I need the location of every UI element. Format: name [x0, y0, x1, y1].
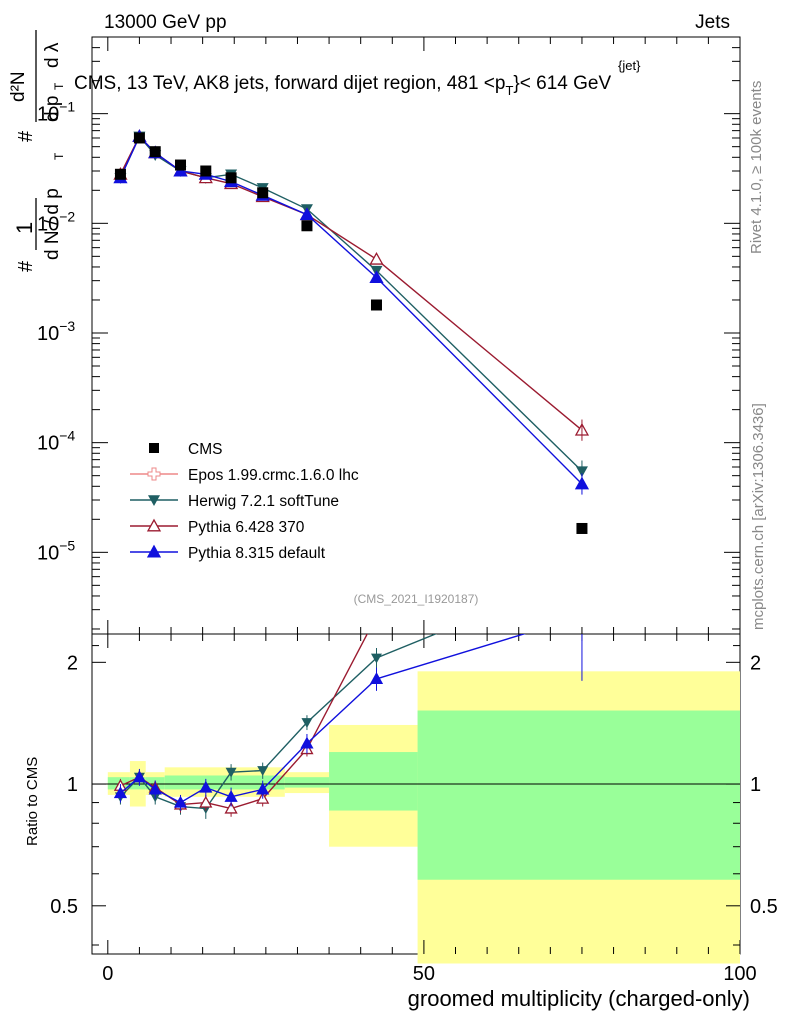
series-line-3	[119, 135, 583, 485]
ratio-band-inner-4	[284, 777, 330, 788]
legend-marker	[146, 518, 162, 532]
plot-title-sub: T	[505, 83, 513, 98]
ratio-y-tick-label-right: 1	[750, 774, 761, 796]
ratio-y-tick-label: 0.5	[50, 896, 78, 918]
y-label-t1: T	[52, 152, 66, 160]
ratio-line-3	[119, 634, 527, 804]
main-y-label: # 1 d N / d p T # d²N d p T d λ	[8, 30, 66, 272]
ratio-point-2	[371, 611, 382, 621]
cms-point	[114, 168, 126, 180]
energy-label: 13000 GeV pp	[104, 12, 227, 33]
ratio-point-3	[199, 780, 213, 793]
legend-label: Pythia 6.428 370	[188, 519, 305, 536]
y-label-dp: d p	[42, 96, 63, 122]
plot-title-sup: {jet}	[618, 58, 641, 73]
ratio-point-3	[369, 672, 384, 684]
legend-marker	[147, 467, 161, 481]
ratio-bands	[107, 671, 740, 964]
series-line-1	[119, 135, 583, 472]
x-axis-label: groomed multiplicity (charged-only)	[408, 986, 750, 1011]
main-series-layer	[113, 129, 590, 534]
y-label-dl: d λ	[42, 42, 63, 68]
ratio-point-1	[225, 767, 237, 778]
cms-point	[133, 132, 145, 144]
series-line-2	[119, 135, 583, 431]
x-axis: 0 50 100	[102, 37, 757, 985]
legend-label: Herwig 7.2.1 softTune	[188, 493, 339, 510]
y-label-one: 1	[12, 222, 37, 234]
series-point-3	[369, 270, 384, 284]
ratio-point-3	[148, 782, 162, 795]
ratio-y-tick-label: 1	[67, 774, 78, 796]
cms-point	[257, 187, 269, 199]
cms-point	[370, 299, 382, 311]
y-label-hash: #	[15, 260, 37, 272]
legend-label: Pythia 8.315 default	[188, 545, 326, 562]
y-label-t2: T	[52, 82, 66, 90]
plot-title-main: CMS, 13 TeV, AK8 jets, forward dijet reg…	[74, 73, 505, 94]
x-tick-label: 50	[413, 963, 435, 985]
category-label: Jets	[695, 12, 730, 33]
ratio-line-2	[120, 634, 368, 810]
analysis-reference: (CMS_2021_I1920187)	[354, 592, 479, 606]
cms-point	[200, 165, 212, 177]
ratio-y-tick-label: 2	[67, 652, 78, 674]
ratio-y-tick-label-right: 2	[750, 652, 761, 674]
ratio-series-layer	[113, 570, 587, 819]
y-label-dn: d N / d p	[42, 188, 63, 260]
ratio-point-3	[224, 789, 238, 802]
y-label-hash2: #	[15, 130, 37, 142]
ratio-band-inner-5	[329, 752, 418, 811]
legend-label: CMS	[188, 441, 222, 458]
legend: CMS Epos 1.99.crmc.1.6.0 lhc Herwig 7.2.1 …	[130, 441, 359, 562]
main-y-tick-label: 10−1	[37, 99, 75, 126]
cms-point	[149, 146, 161, 158]
ratio-point-3	[576, 611, 587, 621]
x-tick-label: 100	[723, 963, 756, 985]
ratio-point-1	[257, 766, 269, 777]
main-y-tick-label: 10−2	[37, 208, 75, 235]
rivet-label: Rivet 4.1.0, ≥ 100k events	[748, 81, 765, 254]
y-label-d2n: d²N	[8, 71, 29, 102]
ratio-point-3	[300, 736, 314, 749]
cms-point	[225, 172, 237, 184]
cms-point	[175, 159, 187, 171]
legend-marker	[146, 544, 162, 558]
ratio-point-2	[199, 795, 213, 808]
ratio-point-3	[256, 782, 270, 795]
ratio-point-1	[370, 653, 382, 664]
plot-title-end: }< 614 GeV	[513, 73, 611, 94]
main-y-tick-label: 10−5	[37, 537, 75, 564]
ratio-y-label: Ratio to CMS	[24, 757, 41, 846]
legend-marker	[148, 495, 160, 506]
series-point-3	[299, 207, 315, 221]
x-tick-label: 0	[102, 963, 113, 985]
main-y-tick-label: 10−4	[37, 428, 75, 455]
ratio-band-inner-6	[417, 710, 740, 880]
cms-point	[301, 220, 313, 232]
mcplots-label: mcplots.cern.ch [arXiv:1306.3436]	[750, 403, 767, 630]
ratio-point-3	[132, 770, 147, 783]
ratio-point-3	[173, 795, 188, 808]
legend-label: Epos 1.99.crmc.1.6.0 lhc	[188, 467, 359, 484]
ratio-point-2	[224, 801, 238, 814]
ratio-y-tick-label-right: 0.5	[750, 896, 778, 918]
ratio-point-3	[113, 786, 128, 799]
main-y-tick-label: 10−3	[37, 318, 75, 345]
plot-title: CMS, 13 TeV, AK8 jets, forward dijet reg…	[74, 73, 611, 98]
main-axes: 10−1 10−2 10−3 10−4 10−5	[37, 36, 740, 630]
ratio-point-1	[301, 718, 313, 728]
ratio-axes: 2 2 1 1 0.5 0.5	[50, 645, 778, 946]
ratio-line-1	[119, 634, 438, 810]
series-point-2	[369, 251, 384, 265]
ratio-point-1	[576, 570, 587, 580]
cms-point	[576, 522, 588, 534]
legend-marker	[149, 443, 159, 453]
